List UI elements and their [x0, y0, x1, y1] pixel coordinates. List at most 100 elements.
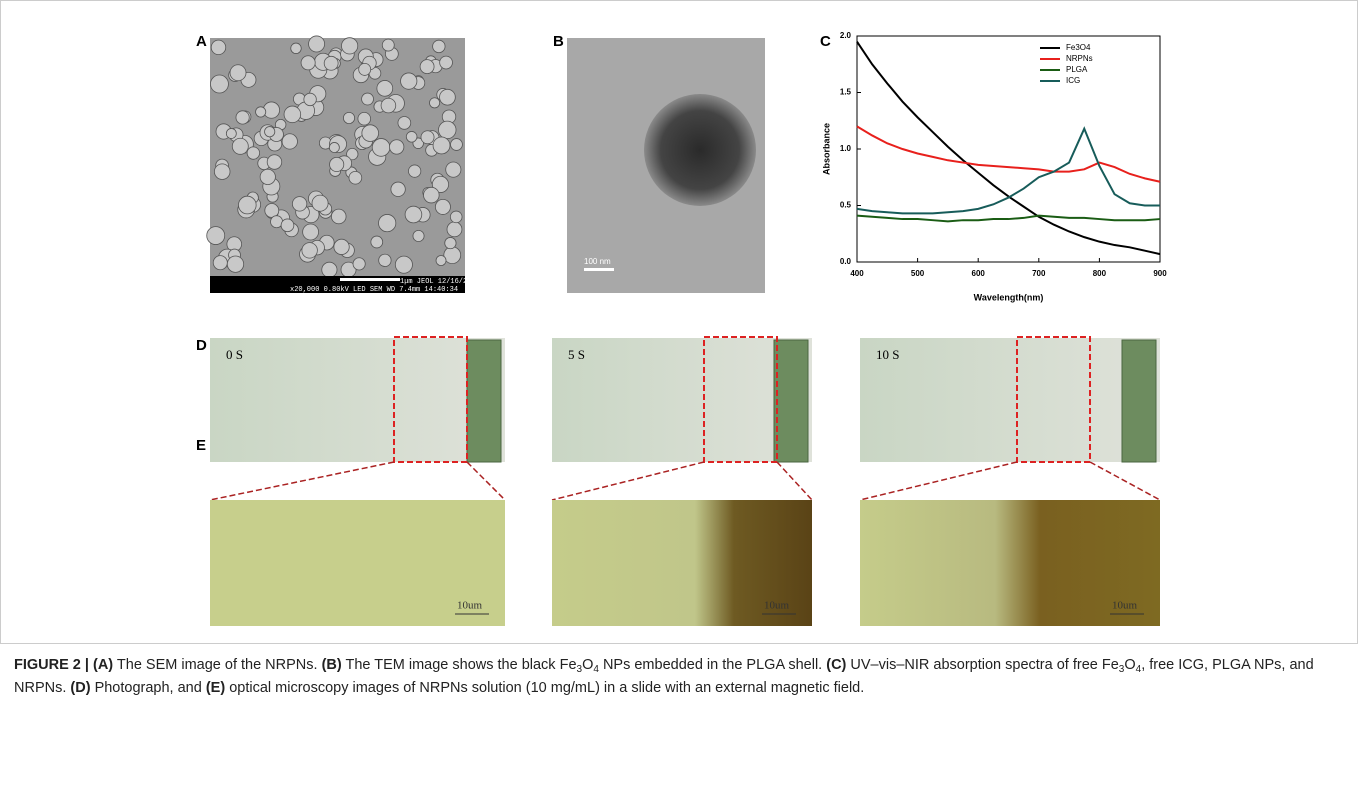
zoom-box: [1016, 336, 1091, 463]
photo: [210, 338, 505, 462]
x-tick-label: 700: [1032, 269, 1046, 278]
caption-text: O: [1124, 657, 1136, 673]
legend-label: ICG: [1066, 76, 1080, 85]
sem-scale-bar: [340, 278, 400, 281]
y-tick-label: 2.0: [840, 31, 852, 40]
caption-label: (E): [205, 680, 226, 696]
sphere: [381, 38, 395, 52]
sphere: [235, 110, 250, 125]
caption-text: optical microscopy images of NRPNs solut…: [225, 680, 865, 696]
photo: [860, 338, 1160, 462]
scale-text: 10um: [1112, 600, 1138, 612]
sphere: [450, 138, 463, 151]
zoom-line: [551, 461, 705, 501]
sphere: [358, 62, 372, 76]
y-tick-label: 1.5: [840, 88, 852, 97]
sphere: [301, 242, 318, 259]
panel-letter: A: [196, 33, 207, 50]
sphere: [419, 59, 435, 75]
sem-scale-text: 1μm JEOL 12/16/2015: [400, 278, 480, 286]
sphere: [213, 163, 231, 180]
legend-label: PLGA: [1066, 65, 1088, 74]
sphere: [389, 139, 405, 155]
sphere: [266, 154, 283, 170]
sphere: [394, 255, 413, 274]
sphere: [444, 237, 457, 250]
sphere: [352, 257, 366, 271]
zoom-line: [1089, 461, 1161, 501]
sphere: [331, 208, 347, 225]
sphere: [371, 138, 391, 157]
magnet: [466, 339, 502, 463]
sphere: [246, 146, 260, 160]
sphere: [255, 106, 267, 118]
panel-letter: B: [553, 33, 564, 50]
caption-label: (C): [826, 657, 847, 673]
micrograph: [552, 500, 812, 626]
caption-text: UV–vis–NIR absorption spectra of free Fe: [846, 657, 1119, 673]
sphere: [412, 229, 425, 242]
zoom-line: [466, 461, 506, 501]
sphere: [357, 111, 371, 126]
figure-border: [0, 0, 1358, 644]
sphere: [348, 170, 363, 185]
figure: 1μm JEOL 12/16/2015 x20,000 0.80kV LED S…: [0, 0, 1358, 644]
sphere: [378, 214, 397, 233]
zoom-line: [209, 461, 395, 501]
legend-label: NRPNs: [1066, 54, 1093, 63]
caption-text: The TEM image shows the black Fe: [341, 657, 577, 673]
sphere: [439, 55, 453, 70]
sem-info-text: x20,000 0.80kV LED SEM WD 7.4mm 14:40:34: [290, 286, 458, 294]
sphere: [308, 35, 326, 53]
sphere: [210, 39, 227, 56]
sphere: [370, 235, 384, 249]
sphere: [449, 210, 463, 224]
sphere: [311, 194, 329, 212]
magnet: [1121, 339, 1157, 463]
sphere: [343, 111, 356, 125]
caption-sub: 4: [1135, 664, 1142, 675]
sphere: [446, 221, 463, 238]
sphere: [290, 42, 302, 54]
sphere: [303, 92, 317, 107]
sphere: [435, 255, 447, 266]
caption-label: (D): [70, 680, 91, 696]
caption-label: FIGURE 2 | (A): [14, 657, 114, 673]
sphere: [361, 92, 374, 106]
x-tick-label: 900: [1153, 269, 1167, 278]
legend-label: Fe3O4: [1066, 43, 1091, 52]
x-tick-label: 400: [850, 269, 864, 278]
sphere: [431, 175, 450, 193]
sphere: [400, 72, 418, 90]
sem-image: [206, 35, 465, 293]
sphere: [378, 253, 392, 267]
sphere: [445, 161, 462, 178]
sphere: [390, 181, 406, 197]
x-tick-label: 600: [972, 269, 986, 278]
panel-letter: E: [196, 437, 206, 454]
y-tick-label: 0.5: [840, 201, 852, 210]
series-line: [856, 125, 1161, 183]
time-label: 5 S: [568, 347, 585, 362]
sphere: [328, 142, 340, 153]
sphere: [229, 64, 247, 82]
tem-scale-bar: [584, 268, 614, 271]
zoom-line: [776, 461, 813, 501]
zoom-line: [859, 461, 1018, 501]
photo: [552, 338, 812, 462]
x-tick-label: 500: [911, 269, 925, 278]
sphere: [259, 168, 276, 185]
sphere: [397, 116, 412, 130]
sphere: [408, 164, 422, 178]
caption-text: , free ICG, PLGA NPs, and NRPNs.: [14, 657, 1314, 696]
series-line: [856, 126, 1160, 215]
caption-text: Photograph, and: [90, 680, 206, 696]
sphere: [226, 255, 245, 273]
caption-sub: 4: [593, 664, 599, 675]
series-line: [856, 41, 1161, 256]
zoom-box: [393, 336, 468, 463]
y-tick-label: 0.0: [840, 257, 852, 266]
sphere: [280, 218, 295, 233]
panel-letter: D: [196, 337, 207, 354]
